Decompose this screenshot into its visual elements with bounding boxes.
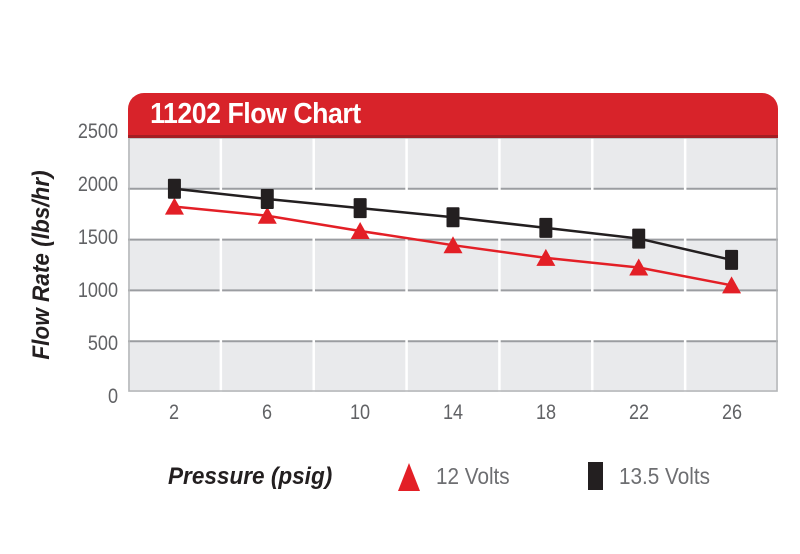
series-markers-13-5-volts: [167, 178, 739, 270]
x-tick-label: 14: [442, 401, 464, 424]
series-markers-12-volts: [164, 197, 742, 294]
legend-item-12-volts: 12 Volts: [398, 458, 518, 494]
chart-title-banner: 11202 Flow Chart: [128, 93, 778, 138]
triangle-marker-icon: [398, 463, 420, 491]
y-axis-title: Flow Rate (lbs/hr): [28, 170, 55, 360]
x-tick-label: 26: [721, 401, 742, 424]
x-tick-label: 22: [628, 401, 649, 424]
y-tick-label: 2500: [77, 120, 118, 143]
y-tick-label: 1000: [77, 279, 118, 302]
x-tick-label: 6: [262, 401, 273, 424]
legend-item-13-5-volts: 13.5 Volts: [588, 458, 720, 494]
x-axis-title: Pressure (psig): [168, 463, 333, 490]
x-tick-label: 10: [350, 401, 371, 424]
x-tick-label: 18: [535, 401, 556, 424]
legend-label: 13.5 Volts: [619, 462, 710, 489]
y-tick-label: 1500: [77, 226, 118, 249]
y-tick-label: 0: [107, 385, 118, 408]
y-tick-label: 2000: [77, 173, 118, 196]
x-tick-label: 2: [169, 401, 180, 424]
square-marker-icon: [588, 462, 603, 490]
y-tick-label: 500: [87, 332, 118, 355]
chart-title: 11202 Flow Chart: [150, 97, 361, 130]
chart-canvas: [128, 138, 778, 392]
legend-label: 12 Volts: [436, 462, 510, 489]
plot-area: [128, 138, 778, 392]
